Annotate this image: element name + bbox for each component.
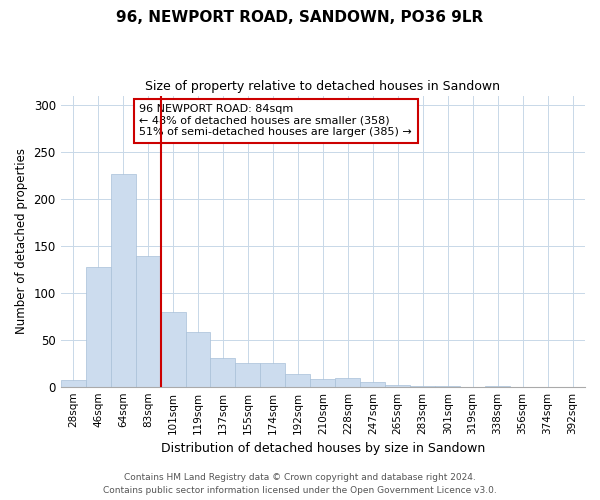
Bar <box>360 382 385 386</box>
Bar <box>385 385 410 386</box>
Bar <box>260 363 286 386</box>
Y-axis label: Number of detached properties: Number of detached properties <box>15 148 28 334</box>
X-axis label: Distribution of detached houses by size in Sandown: Distribution of detached houses by size … <box>161 442 485 455</box>
Bar <box>211 358 235 386</box>
Bar <box>61 380 86 386</box>
Bar <box>161 312 185 386</box>
Bar <box>110 174 136 386</box>
Bar <box>286 374 310 386</box>
Bar <box>310 379 335 386</box>
Bar <box>185 332 211 386</box>
Bar <box>86 268 110 386</box>
Text: Contains HM Land Registry data © Crown copyright and database right 2024.
Contai: Contains HM Land Registry data © Crown c… <box>103 474 497 495</box>
Text: 96 NEWPORT ROAD: 84sqm
← 48% of detached houses are smaller (358)
51% of semi-de: 96 NEWPORT ROAD: 84sqm ← 48% of detached… <box>139 104 412 138</box>
Text: 96, NEWPORT ROAD, SANDOWN, PO36 9LR: 96, NEWPORT ROAD, SANDOWN, PO36 9LR <box>116 10 484 25</box>
Bar <box>335 378 360 386</box>
Title: Size of property relative to detached houses in Sandown: Size of property relative to detached ho… <box>145 80 500 93</box>
Bar <box>235 363 260 386</box>
Bar <box>136 256 161 386</box>
